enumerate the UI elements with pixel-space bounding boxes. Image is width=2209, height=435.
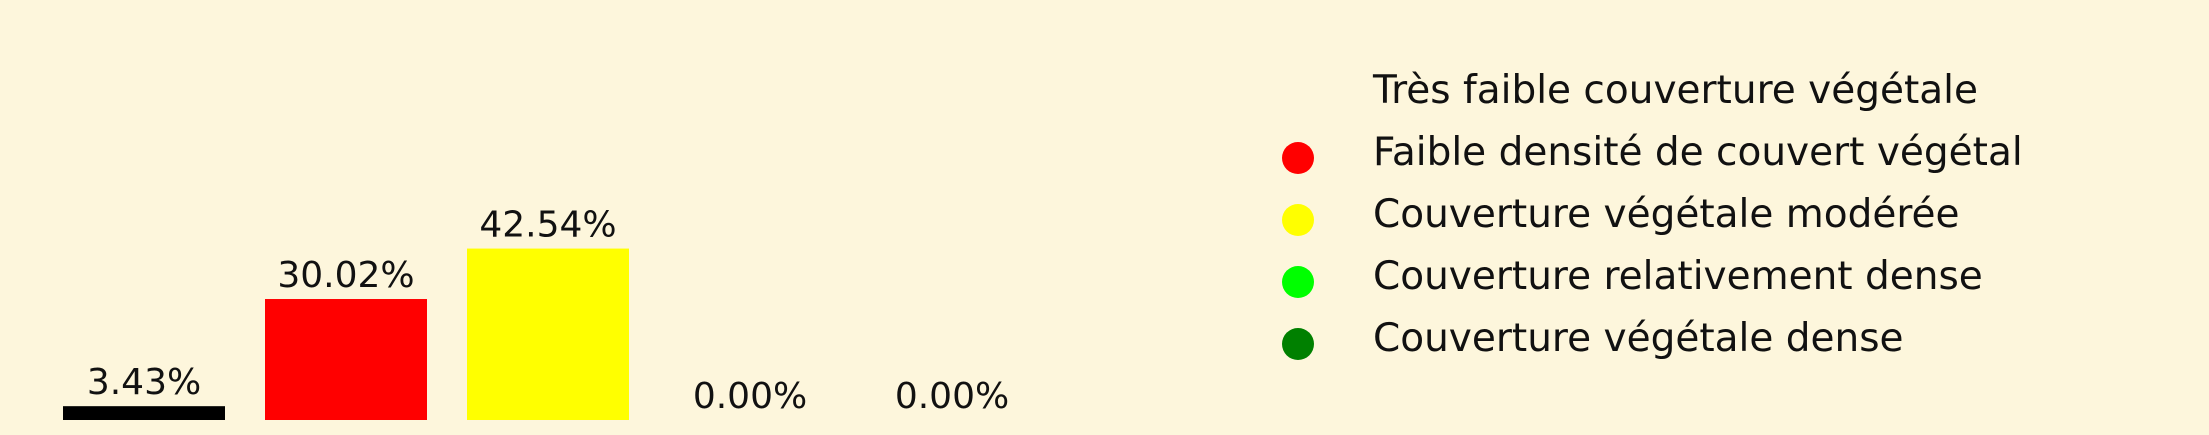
bar-value-label: 0.00% [895,376,1009,417]
legend-marker [1282,142,1314,174]
legend-label: Très faible couverture végétale [1373,68,1978,113]
legend-label: Couverture végétale dense [1373,316,1904,361]
bar-value-label: 0.00% [693,376,807,417]
bar [63,406,225,420]
bar [467,248,629,420]
legend-marker [1282,266,1314,298]
legend-label: Couverture relativement dense [1373,254,1983,299]
legend-marker [1282,328,1314,360]
legend-label: Couverture végétale modérée [1373,192,1960,237]
bar-value-label: 30.02% [277,255,414,296]
legend-label: Faible densité de couvert végétal [1373,130,2023,175]
bar-value-label: 42.54% [479,205,616,246]
bar [265,299,427,420]
legend-marker [1282,80,1314,112]
legend-marker [1282,204,1314,236]
bar-value-label: 3.43% [87,362,201,403]
